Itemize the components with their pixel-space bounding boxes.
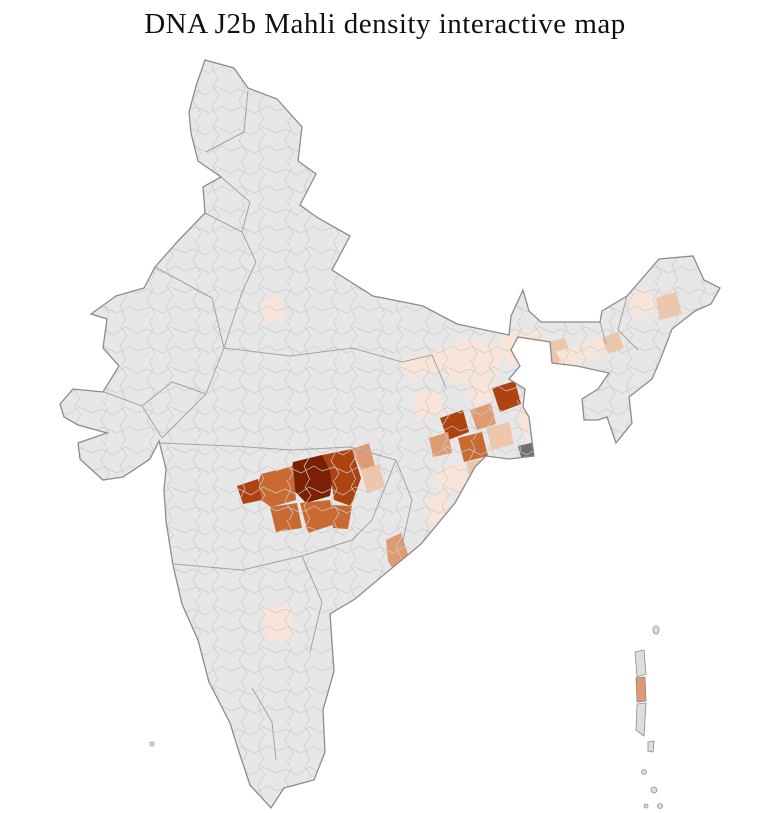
district-odisha-pale-b[interactable] xyxy=(468,486,497,516)
island[interactable] xyxy=(650,786,658,794)
state-border xyxy=(431,354,447,389)
state-border xyxy=(395,459,413,546)
andaman-nicobar-islands[interactable] xyxy=(149,625,663,809)
island[interactable] xyxy=(657,803,663,809)
island[interactable] xyxy=(641,769,647,775)
island-lakshadweep[interactable] xyxy=(149,741,155,747)
island-north-andaman[interactable] xyxy=(634,649,647,678)
state-borders-layer xyxy=(103,89,639,761)
state-border xyxy=(371,459,397,521)
state-border xyxy=(204,212,257,349)
island[interactable] xyxy=(643,803,649,809)
island[interactable] xyxy=(647,740,655,753)
state-border xyxy=(617,295,639,351)
state-border xyxy=(251,687,277,761)
state-border xyxy=(141,381,207,407)
state-border xyxy=(205,89,249,153)
page-title: DNA J2b Mahli density interactive map xyxy=(144,8,626,40)
state-border xyxy=(599,321,607,345)
state-border xyxy=(159,442,397,461)
island[interactable] xyxy=(652,625,660,635)
state-border xyxy=(301,555,323,653)
island-south-andaman[interactable] xyxy=(635,702,647,737)
island-middle-andaman-colored[interactable] xyxy=(635,676,647,703)
state-border xyxy=(220,176,251,233)
state-border xyxy=(223,347,433,363)
